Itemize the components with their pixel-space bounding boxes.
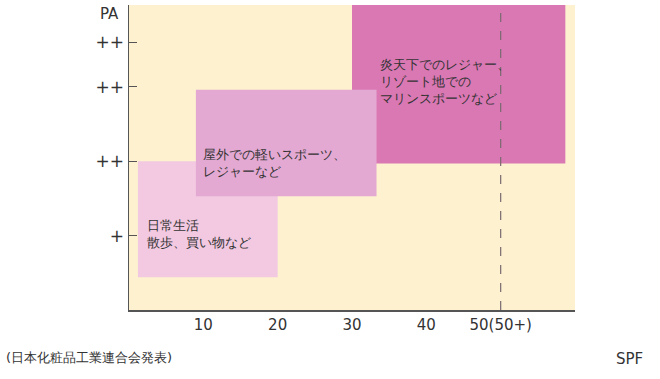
svg-text:20: 20 bbox=[268, 316, 287, 334]
svg-text:++: ++ bbox=[96, 32, 125, 52]
svg-text:(日本化粧品工業連合会発表): (日本化粧品工業連合会発表) bbox=[6, 350, 172, 365]
svg-text:50(50+): 50(50+) bbox=[469, 316, 531, 334]
svg-text:PA: PA bbox=[100, 5, 119, 23]
svg-text:日常生活散歩、買い物など: 日常生活散歩、買い物など bbox=[147, 218, 251, 250]
svg-text:++: ++ bbox=[96, 77, 125, 97]
svg-text:40: 40 bbox=[417, 316, 436, 334]
svg-text:30: 30 bbox=[342, 316, 361, 334]
svg-text:炎天下でのレジャー、リゾート地でのマリンスポーツなど: 炎天下でのレジャー、リゾート地でのマリンスポーツなど bbox=[380, 57, 510, 106]
svg-text:屋外での軽いスポーツ、レジャーなど: 屋外での軽いスポーツ、レジャーなど bbox=[203, 147, 346, 179]
svg-text:SPF: SPF bbox=[616, 350, 643, 368]
svg-text:10: 10 bbox=[194, 316, 213, 334]
svg-text:+: + bbox=[110, 226, 124, 246]
svg-text:++: ++ bbox=[96, 151, 125, 171]
